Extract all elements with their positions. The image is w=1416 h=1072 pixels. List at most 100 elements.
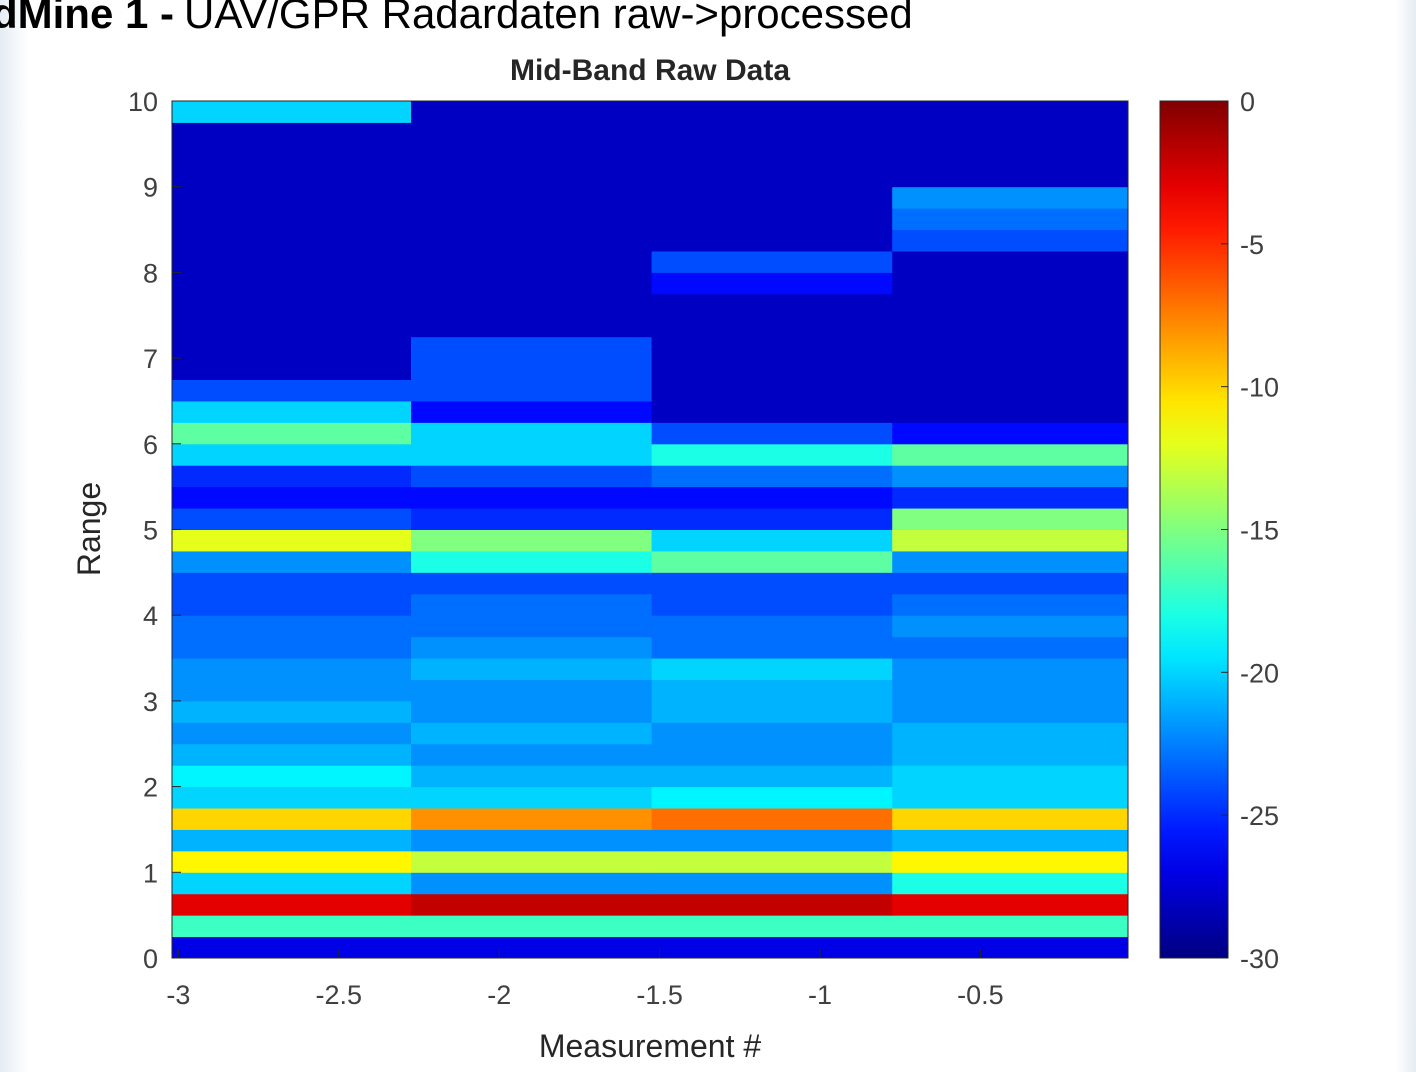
heatmap-cell xyxy=(172,293,412,316)
heatmap-cell xyxy=(411,872,653,895)
heatmap-cell xyxy=(172,465,412,488)
heatmap-cell xyxy=(892,208,1129,231)
heatmap-cell xyxy=(892,615,1129,638)
heatmap-cell xyxy=(172,400,412,423)
heatmap-cell xyxy=(651,508,893,530)
heatmap-cell xyxy=(892,358,1129,381)
heatmap-cell xyxy=(172,850,412,873)
heatmap-cell xyxy=(172,358,412,381)
heatmap-cell xyxy=(892,465,1129,488)
colorbar-tick-label: -15 xyxy=(1240,516,1279,546)
heatmap-cell xyxy=(892,379,1129,402)
heatmap-cell xyxy=(411,765,653,788)
x-tick-label: -0.5 xyxy=(957,980,1004,1010)
heatmap-cell xyxy=(651,465,893,488)
y-tick-label: 5 xyxy=(143,516,158,546)
heatmap-cell xyxy=(651,422,893,445)
heatmap-cell xyxy=(172,893,412,916)
heatmap-cell xyxy=(411,508,653,530)
heatmap-cell xyxy=(411,936,653,959)
heatmap-cell xyxy=(411,443,653,466)
heatmap-cell xyxy=(892,722,1129,745)
heatmap-cell xyxy=(411,658,653,680)
heatmap-cell xyxy=(411,700,653,723)
heatmap-cell xyxy=(172,615,412,638)
y-tick-label: 3 xyxy=(143,687,158,717)
heatmap-cell xyxy=(892,658,1129,680)
heatmap-cell xyxy=(892,808,1129,830)
heatmap-cell xyxy=(651,379,893,402)
heatmap-cell xyxy=(892,143,1129,166)
colorbar-tick-label: -5 xyxy=(1240,230,1264,260)
heatmap-cell xyxy=(172,679,412,702)
heatmap-cell xyxy=(172,808,412,830)
heatmap-cell xyxy=(651,765,893,788)
heatmap-cell xyxy=(892,915,1129,938)
heatmap-cell xyxy=(411,293,653,316)
heatmap-cell xyxy=(892,400,1129,423)
heatmap-cell xyxy=(651,165,893,188)
heatmap-cell xyxy=(892,272,1129,295)
heatmap-cell xyxy=(651,315,893,338)
heatmap-cell xyxy=(172,786,412,809)
x-tick-label: -3 xyxy=(166,980,190,1010)
heatmap-cell xyxy=(651,186,893,209)
heatmap-cell xyxy=(892,829,1129,852)
heatmap-cell xyxy=(892,293,1129,316)
y-tick-label: 7 xyxy=(143,344,158,374)
heatmap-cell xyxy=(892,229,1129,252)
heatmap-cell xyxy=(892,165,1129,188)
heatmap-cell xyxy=(892,550,1129,573)
heatmap-cell xyxy=(172,529,412,552)
heatmap-cell xyxy=(411,486,653,509)
slide-title-text: UAV/GPR Radardaten raw->processed xyxy=(184,0,913,37)
heatmap-cell xyxy=(172,422,412,445)
heatmap-cell xyxy=(411,379,653,402)
heatmap-cell xyxy=(172,208,412,231)
heatmap-cell xyxy=(651,593,893,616)
heatmap-cell xyxy=(411,915,653,938)
heatmap-cell xyxy=(892,936,1129,959)
heatmap-cell xyxy=(892,765,1129,788)
heatmap-cell xyxy=(172,250,412,273)
heatmap-cell xyxy=(411,786,653,809)
heatmap-cell xyxy=(172,315,412,338)
heatmap-cell xyxy=(651,229,893,252)
heatmap-cell xyxy=(892,508,1129,530)
heatmap-cell xyxy=(651,400,893,423)
heatmap-cell xyxy=(411,529,653,552)
heatmap-cell xyxy=(411,208,653,231)
heatmap-cell xyxy=(651,615,893,638)
heatmap-cell xyxy=(651,143,893,166)
heatmap-cell xyxy=(172,229,412,252)
y-tick-label: 10 xyxy=(128,87,158,117)
heatmap-cell xyxy=(172,572,412,595)
y-tick-label: 8 xyxy=(143,258,158,288)
heatmap-cell xyxy=(172,936,412,959)
y-tick-label: 9 xyxy=(143,173,158,203)
heatmap-cell xyxy=(411,122,653,145)
colorbar-tick-label: -10 xyxy=(1240,373,1279,403)
heatmap-cell xyxy=(892,101,1129,123)
heatmap-cell xyxy=(651,358,893,381)
heatmap-cell xyxy=(172,915,412,938)
y-tick-label: 6 xyxy=(143,430,158,460)
heatmap-cell xyxy=(172,508,412,530)
heatmap-cell xyxy=(172,272,412,295)
heatmap-cell xyxy=(892,893,1129,916)
y-tick-label: 1 xyxy=(143,858,158,888)
heatmap-cell xyxy=(892,786,1129,809)
colorbar-tick-label: -20 xyxy=(1240,658,1279,688)
heatmap-cell xyxy=(172,722,412,745)
heatmap-cell xyxy=(172,143,412,166)
heatmap-cell xyxy=(172,872,412,895)
heatmap-cell xyxy=(892,443,1129,466)
heatmap-cell xyxy=(172,743,412,766)
heatmap-cell xyxy=(651,636,893,659)
heatmap-cell xyxy=(411,186,653,209)
heatmap-cell xyxy=(892,572,1129,595)
heatmap-cell xyxy=(411,743,653,766)
heatmap-cell xyxy=(172,443,412,466)
